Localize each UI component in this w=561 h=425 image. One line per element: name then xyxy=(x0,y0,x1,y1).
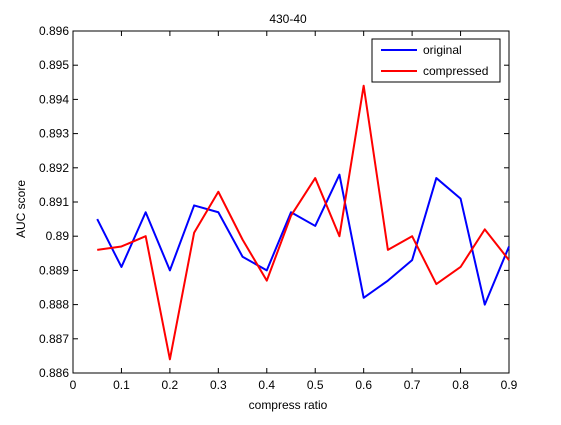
x-tick-label: 0.8 xyxy=(452,378,469,392)
series-line-compressed xyxy=(97,84,510,361)
y-tick-label: 0.886 xyxy=(39,366,69,380)
x-axis: 0 0.1 0.2 0.3 0.4 0.5 0.6 0.7 0.8 0.9 xyxy=(70,31,518,392)
chart-title: 430-40 xyxy=(269,12,307,26)
plot-area xyxy=(72,30,510,374)
y-tick-label: 0.887 xyxy=(39,332,69,346)
x-tick-label: 0.9 xyxy=(501,378,518,392)
x-tick-label: 0.3 xyxy=(210,378,227,392)
x-tick-label: 0.2 xyxy=(162,378,179,392)
x-tick-label: 0.6 xyxy=(355,378,372,392)
y-axis-label: AUC score xyxy=(14,180,28,238)
y-tick-label: 0.891 xyxy=(39,195,69,209)
y-tick-label: 0.888 xyxy=(39,298,69,312)
y-axis: 0.886 0.887 0.888 0.889 0.89 0.891 0.892 0.893 0… xyxy=(39,24,509,380)
y-tick-label: 0.893 xyxy=(39,127,69,141)
y-tick-label: 0.895 xyxy=(39,58,69,72)
x-tick-label: 0 xyxy=(70,378,77,392)
legend-label-original: original xyxy=(423,43,462,57)
y-tick-label: 0.892 xyxy=(39,161,69,175)
legend-label-compressed: compressed xyxy=(423,64,488,78)
x-tick-label: 0.5 xyxy=(307,378,324,392)
series-lines xyxy=(96,84,510,361)
y-tick-label: 0.894 xyxy=(39,92,69,106)
y-tick-label: 0.889 xyxy=(39,263,69,277)
y-tick-label: 0.89 xyxy=(46,229,70,243)
x-axis-label: compress ratio xyxy=(249,398,328,412)
legend: original compressed xyxy=(371,38,501,83)
x-tick-label: 0.7 xyxy=(404,378,421,392)
legend-box xyxy=(371,38,501,83)
y-tick-label: 0.896 xyxy=(39,24,69,38)
series-line-original xyxy=(96,173,510,306)
x-tick-label: 0.1 xyxy=(113,378,130,392)
x-tick-label: 0.4 xyxy=(258,378,275,392)
